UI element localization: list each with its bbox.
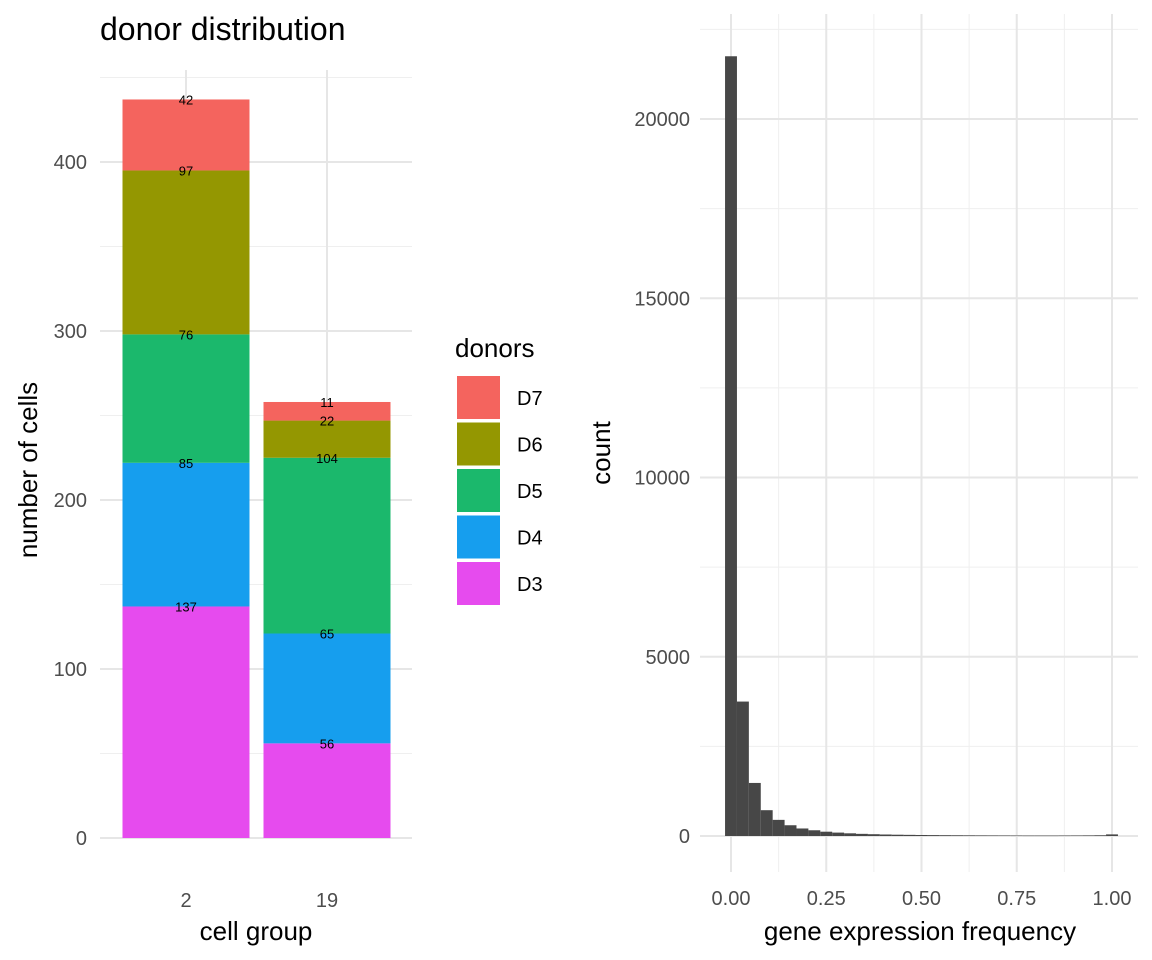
left-x-ticks: 2 19 — [180, 890, 338, 912]
y-tick-label: 400 — [54, 152, 87, 174]
histogram-bar — [772, 819, 785, 836]
segment-label-d6: 97 — [179, 163, 193, 178]
histogram-bars — [725, 56, 1118, 837]
segment-label-d5: 104 — [316, 451, 338, 466]
legend-title: donors — [455, 333, 535, 363]
left-y-ticks: 0 100 200 300 400 — [54, 152, 87, 850]
legend-key-d6 — [457, 422, 500, 466]
bar-segment-d7 — [122, 99, 250, 171]
legend-label-d6: D6 — [517, 435, 543, 457]
histogram-bar — [903, 834, 916, 836]
histogram-bar — [796, 828, 809, 836]
x-tick-label: 0.00 — [712, 888, 751, 910]
x-tick-label: 1.00 — [1093, 888, 1132, 910]
stacked-bar-panel: donor distribution 137857697425665104221… — [13, 11, 543, 946]
histogram-bar — [951, 835, 964, 836]
legend-label-d3: D3 — [517, 574, 543, 596]
histogram-bar — [1010, 835, 1023, 837]
x-tick-label: 0.50 — [902, 888, 941, 910]
histogram-bar — [879, 834, 892, 836]
y-tick-label: 0 — [679, 826, 690, 848]
y-tick-label: 200 — [54, 490, 87, 512]
histogram-bar — [891, 834, 904, 836]
histogram-bar — [808, 830, 821, 836]
legend-key-d4 — [457, 515, 500, 559]
segment-label-d3: 137 — [175, 599, 197, 614]
right-y-ticks: 0 5000 10000 15000 20000 — [634, 109, 690, 848]
legend: donors D7 D6 D5 D4 D3 — [455, 333, 543, 605]
x-tick-label: 0.25 — [807, 888, 846, 910]
segment-label-d4: 85 — [179, 456, 193, 471]
segment-value-labels: 137 85 76 97 42 56 65 104 22 11 — [175, 92, 338, 751]
legend-label-d7: D7 — [517, 388, 543, 410]
chart-title: donor distribution — [100, 11, 345, 47]
legend-key-d5 — [457, 469, 500, 512]
right-x-ticks: 0.00 0.25 0.50 0.75 1.00 — [712, 888, 1132, 910]
histogram-bar — [832, 832, 845, 836]
histogram-panel: 0 5000 10000 15000 20000 0.00 0.25 0.50 0.75 1.0… — [586, 14, 1138, 946]
segment-label-d3: 56 — [320, 736, 334, 751]
histogram-bar — [927, 835, 940, 836]
x-tick-label: 2 — [180, 890, 191, 912]
segment-label-d7: 42 — [179, 92, 193, 107]
histogram-bar — [784, 825, 797, 836]
x-tick-label: 19 — [316, 890, 338, 912]
stacked-bars — [122, 99, 391, 838]
legend-key-d3 — [457, 562, 500, 605]
histogram-y-axis-title: count — [586, 420, 616, 484]
histogram-bar — [1022, 835, 1035, 837]
histogram-bar — [915, 834, 928, 836]
y-tick-label: 5000 — [646, 647, 691, 669]
y-tick-label: 0 — [76, 828, 87, 850]
segment-label-d6: 22 — [320, 414, 334, 429]
histogram-bar — [760, 810, 773, 836]
y-tick-label: 20000 — [634, 109, 690, 131]
bar-segment-d6 — [122, 170, 250, 335]
histogram-bar — [975, 835, 987, 836]
segment-label-d7: 11 — [320, 395, 334, 410]
bar-segment-d5 — [122, 334, 250, 463]
x-tick-label: 0.75 — [997, 888, 1036, 910]
histogram-bar — [820, 831, 833, 836]
legend-label-d5: D5 — [517, 481, 543, 503]
histogram-bar — [986, 835, 999, 836]
histogram-bar — [844, 833, 857, 836]
histogram-bar — [1034, 835, 1047, 837]
histogram-bar — [1046, 835, 1059, 837]
segment-label-d5: 76 — [179, 327, 193, 342]
bar-segment-d3 — [263, 743, 391, 838]
legend-label-d4: D4 — [517, 528, 543, 550]
histogram-bar — [725, 56, 737, 836]
histogram-bar — [867, 834, 880, 836]
bar-segment-d4 — [263, 633, 391, 744]
histogram-bar — [1106, 834, 1118, 836]
histogram-bar — [939, 835, 952, 836]
y-tick-label: 300 — [54, 321, 87, 343]
bar-segment-d5 — [263, 457, 391, 634]
y-tick-label: 100 — [54, 659, 87, 681]
histogram-bar — [1094, 835, 1107, 836]
x-axis-title: cell group — [200, 916, 313, 946]
legend-key-d7 — [457, 376, 500, 419]
histogram-bar — [998, 835, 1011, 836]
histogram-bar — [856, 833, 868, 836]
histogram-x-axis-title: gene expression frequency — [764, 916, 1076, 946]
legend-items: D7 D6 D5 D4 D3 — [457, 376, 543, 605]
histogram-bar — [1070, 835, 1083, 836]
histogram-bar — [963, 835, 976, 836]
y-tick-label: 10000 — [634, 468, 690, 490]
bar-segment-d6 — [263, 420, 391, 458]
histogram-bar — [1082, 835, 1095, 836]
bar-segment-d7 — [263, 401, 391, 421]
right-gridlines — [700, 14, 1138, 872]
histogram-bar — [736, 701, 749, 836]
y-axis-title: number of cells — [13, 382, 43, 558]
histogram-bar — [748, 782, 761, 836]
bar-segment-d4 — [122, 462, 250, 607]
y-tick-label: 15000 — [634, 288, 690, 310]
bar-segment-d3 — [122, 606, 250, 838]
segment-label-d4: 65 — [320, 627, 334, 642]
histogram-bar — [1058, 835, 1071, 837]
